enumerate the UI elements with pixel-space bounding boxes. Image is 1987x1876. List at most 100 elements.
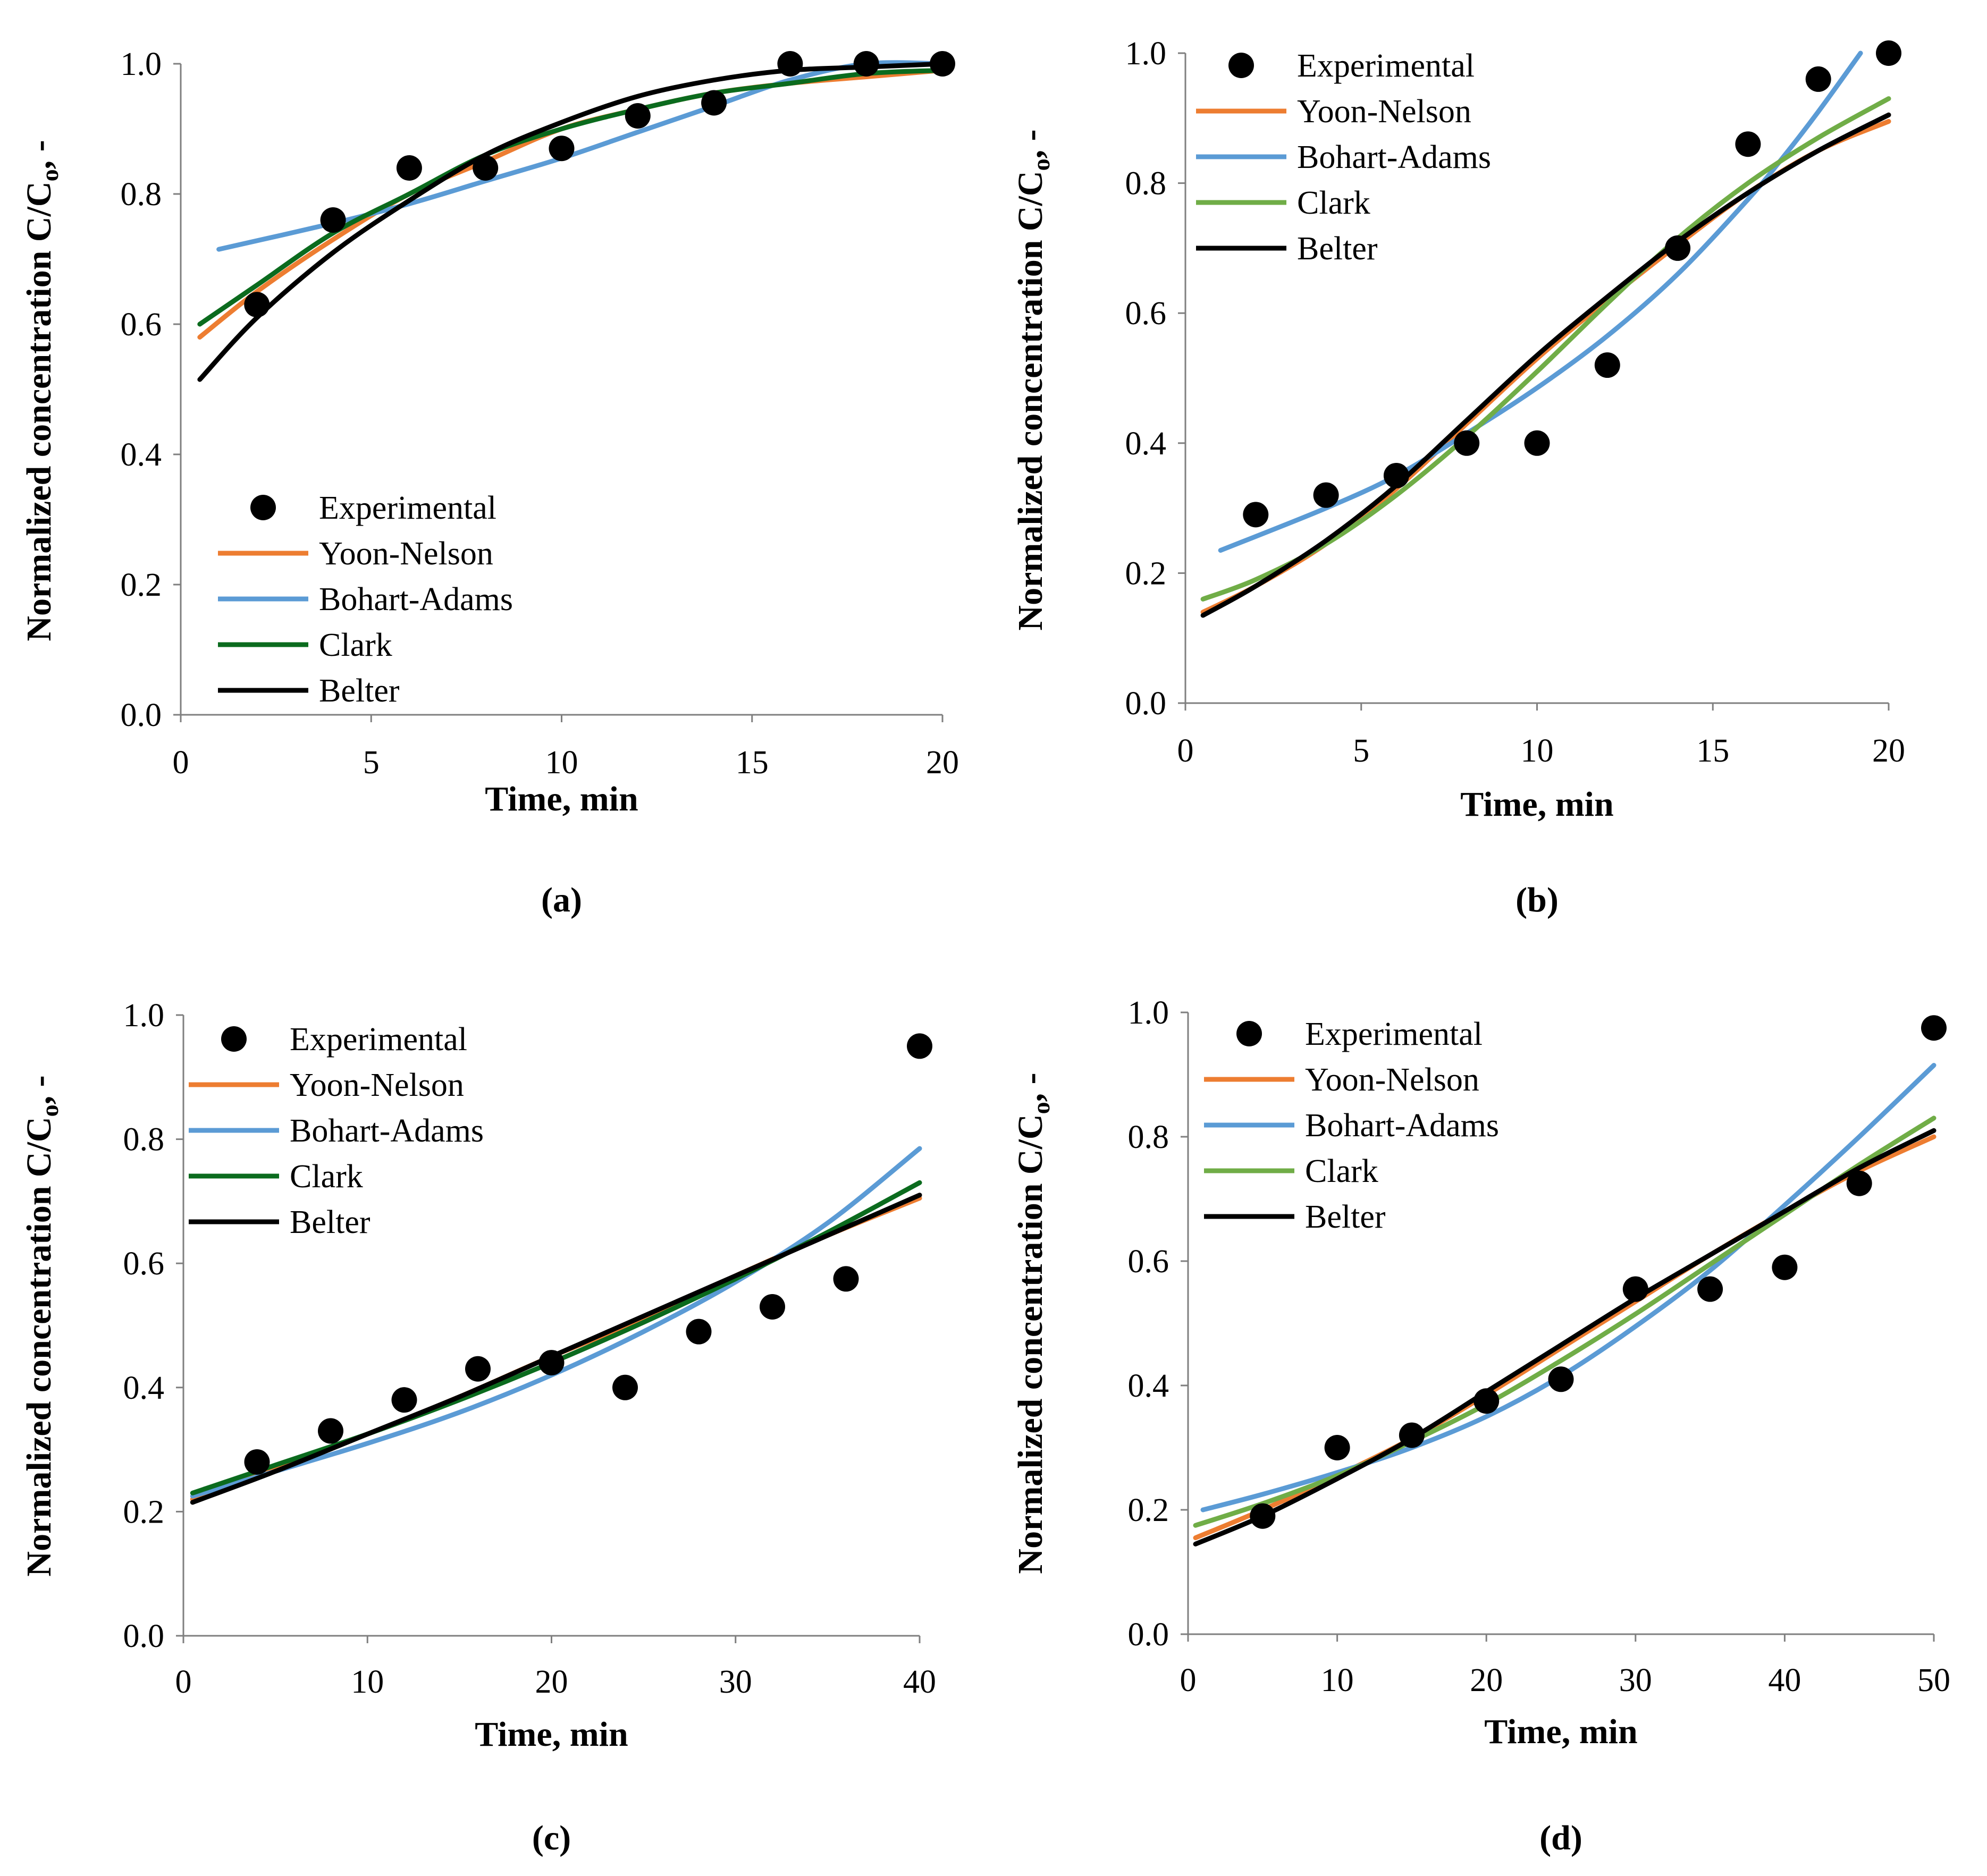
panel-label: (d) <box>1539 1819 1582 1857</box>
y-axis-title: Normalized concentration C/Co, - <box>1011 129 1055 630</box>
experimental-point <box>1313 482 1339 508</box>
y-axis-title-subscript: o <box>36 1104 63 1117</box>
y-tick-label: 0.2 <box>121 567 162 603</box>
legend-label: Clark <box>290 1159 363 1195</box>
legend: Experimental Yoon-Nelson Bohart-Adams Clark… <box>218 490 513 709</box>
y-axis-title: Normalized concentration C/Co, - <box>1011 1072 1055 1574</box>
experimental-point <box>473 155 499 181</box>
x-tick-label: 50 <box>1917 1662 1950 1698</box>
experimental-point <box>1250 1503 1276 1529</box>
experimental-point <box>244 1449 270 1475</box>
y-tick-label: 0.0 <box>1128 1617 1169 1653</box>
experimental-point <box>1622 1276 1648 1302</box>
legend-label: Clark <box>1297 185 1370 221</box>
legend-marker-experimental <box>1228 53 1254 78</box>
x-tick-label: 15 <box>736 745 769 781</box>
x-tick-label: 0 <box>1180 1662 1197 1698</box>
series-line-yoon-nelson <box>1193 1134 1937 1541</box>
x-axis-title: Time, min <box>1484 1712 1637 1751</box>
experimental-point <box>318 1418 343 1444</box>
legend-marker-experimental <box>250 495 276 520</box>
x-axis-title: Time, min <box>1460 785 1613 824</box>
experimental-point <box>1921 1015 1947 1041</box>
y-tick-label: 0.6 <box>1128 1244 1169 1280</box>
x-tick-label: 20 <box>926 745 959 781</box>
y-axis-title-main: Normalized concentration C/C <box>1011 1114 1050 1574</box>
legend-label: Belter <box>1297 231 1378 267</box>
chart-panel-b: 0.0 0.2 0.4 0.6 0.8 1.0 0 5 10 15 20 Time, min Norma… <box>1011 36 1905 919</box>
experimental-point <box>1383 462 1409 488</box>
legend-label: Clark <box>319 627 392 663</box>
y-axis-title-subscript: o <box>1028 1102 1055 1114</box>
experimental-point <box>930 51 955 77</box>
x-tick-label: 0 <box>173 745 189 781</box>
experimental-point <box>391 1387 417 1413</box>
chart-panel-d: 0.0 0.2 0.4 0.6 0.8 1.0 0 10 20 30 40 50 Time, min No… <box>1011 995 1950 1857</box>
legend-label: Experimental <box>319 490 496 526</box>
experimental-point <box>907 1033 932 1059</box>
legend-label: Experimental <box>1305 1016 1483 1052</box>
y-tick-label: 1.0 <box>1125 36 1167 72</box>
y-tick-label: 0.4 <box>121 437 162 473</box>
legend: Experimental Yoon-Nelson Bohart-Adams Clark… <box>1204 1016 1499 1235</box>
y-tick-label: 1.0 <box>123 998 165 1034</box>
experimental-point <box>1594 352 1620 378</box>
x-tick-label: 20 <box>1872 733 1905 769</box>
x-tick-label: 30 <box>1619 1662 1652 1698</box>
experimental-point <box>1399 1422 1425 1448</box>
legend-label: Belter <box>290 1204 371 1240</box>
panel-label: (a) <box>541 881 582 919</box>
legend-label: Bohart-Adams <box>1297 139 1491 175</box>
x-tick-label: 10 <box>545 745 578 781</box>
x-tick-label: 10 <box>1521 733 1554 769</box>
y-tick-label: 0.6 <box>123 1246 165 1282</box>
series-line-belter <box>1200 112 1891 618</box>
experimental-point <box>465 1356 491 1382</box>
x-tick-label: 40 <box>903 1664 936 1700</box>
x-axis-title: Time, min <box>485 780 638 818</box>
y-tick-label: 0.2 <box>1125 555 1167 591</box>
legend-marker-experimental <box>1236 1021 1262 1046</box>
chart-panel-a: 0.0 0.2 0.4 0.6 0.8 1.0 0 5 10 15 20 Time, min Norma… <box>20 46 959 919</box>
experimental-point <box>1846 1170 1872 1196</box>
y-tick-label: 0.4 <box>1125 426 1167 462</box>
chart-panel-c: 0.0 0.2 0.4 0.6 0.8 1.0 0 10 20 30 40 Time, min Norm… <box>20 998 936 1857</box>
panel-label: (c) <box>532 1819 571 1857</box>
panel-label: (b) <box>1515 881 1559 919</box>
experimental-point <box>1524 430 1550 456</box>
experimental-point <box>1474 1388 1500 1414</box>
y-tick-label: 0.8 <box>123 1122 165 1158</box>
x-axis-title: Time, min <box>475 1715 628 1754</box>
y-axis-title-suffix: , - <box>20 1075 58 1104</box>
y-axis-title-suffix: , - <box>1011 1072 1050 1102</box>
experimental-point <box>1735 131 1761 157</box>
y-axis-title-suffix: , - <box>1011 129 1050 158</box>
series-line-bohart-adams <box>1218 50 1863 553</box>
y-tick-label: 0.4 <box>1128 1368 1169 1404</box>
series-line-bohart-adams <box>1200 1062 1937 1512</box>
y-axis-title-suffix: , - <box>20 140 58 169</box>
y-tick-label: 0.2 <box>123 1494 165 1530</box>
experimental-point <box>320 207 346 233</box>
y-tick-label: 1.0 <box>121 46 162 82</box>
y-tick-label: 0.8 <box>1125 166 1167 202</box>
experimental-point <box>549 136 575 162</box>
legend-label: Bohart-Adams <box>1305 1108 1499 1144</box>
legend-label: Bohart-Adams <box>319 581 513 618</box>
y-axis-title-main: Normalized concentration C/C <box>1011 171 1050 630</box>
experimental-point <box>538 1350 565 1376</box>
y-tick-label: 0.0 <box>123 1618 165 1654</box>
y-tick-label: 0.0 <box>121 697 162 733</box>
series-line-belter <box>197 61 945 382</box>
experimental-point <box>833 1266 859 1292</box>
series-line-clark <box>197 67 945 327</box>
y-axis-title: Normalized concentration C/Co, - <box>20 140 63 641</box>
experimental-point <box>1697 1276 1723 1302</box>
y-tick-label: 0.6 <box>1125 295 1167 332</box>
series-line-yoon-nelson <box>197 67 945 340</box>
experimental-point <box>1772 1254 1798 1280</box>
experimental-point <box>1805 66 1831 92</box>
legend-label: Experimental <box>290 1021 467 1058</box>
experimental-point <box>396 155 422 181</box>
